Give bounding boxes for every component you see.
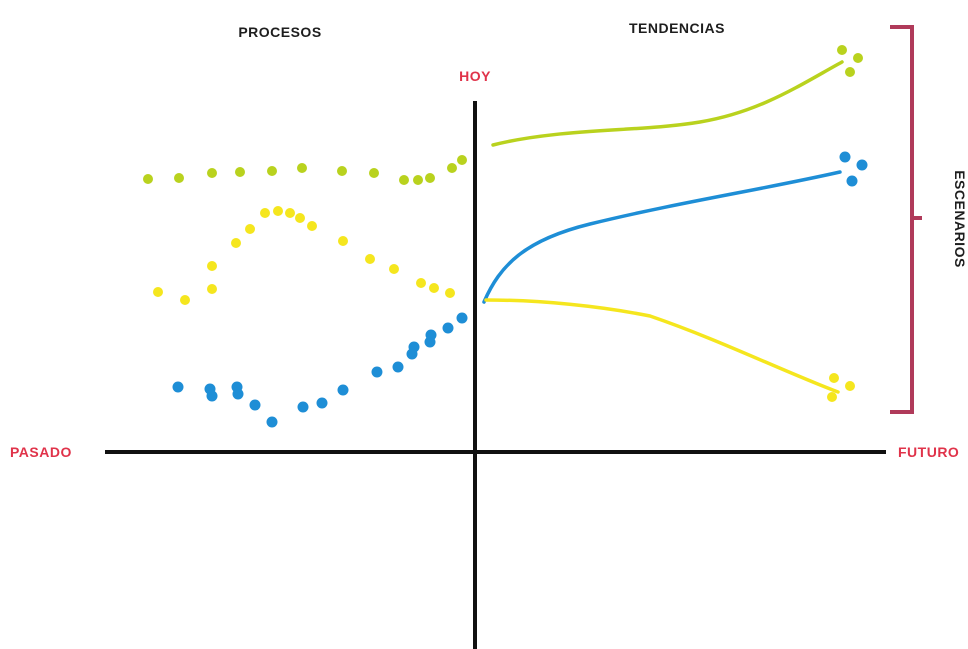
blue-dot	[392, 361, 404, 373]
green-dot	[413, 175, 423, 185]
blue-scenario-dot	[846, 175, 858, 187]
yellow-dot	[207, 261, 217, 271]
blue-dot	[456, 312, 468, 324]
blue-dot	[316, 397, 328, 409]
pasado-label: PASADO	[10, 444, 72, 460]
yellow-scenario-dots	[827, 373, 855, 402]
green-trend-curve	[491, 60, 844, 147]
blue-dot	[408, 341, 420, 353]
green-dot	[297, 163, 307, 173]
yellow-trend-curve	[484, 298, 840, 394]
yellow-dot	[273, 206, 283, 216]
blue-scenario-dot	[856, 159, 868, 171]
yellow-scenario-dot	[827, 392, 837, 402]
blue-dot	[425, 329, 437, 341]
green-dot	[369, 168, 379, 178]
blue-trend-curve	[482, 170, 842, 304]
green-process-dots	[143, 155, 467, 185]
yellow-dot	[338, 236, 348, 246]
green-scenario-dot	[853, 53, 863, 63]
yellow-process-dots	[153, 206, 455, 305]
green-dot	[207, 168, 217, 178]
blue-scenario-dot	[839, 151, 851, 163]
escenarios-label: ESCENARIOS	[952, 170, 968, 268]
yellow-dot	[416, 278, 426, 288]
green-dot	[447, 163, 457, 173]
blue-dot	[266, 416, 278, 428]
green-dot	[267, 166, 277, 176]
blue-dot	[297, 401, 309, 413]
yellow-dot	[260, 208, 270, 218]
yellow-dot	[365, 254, 375, 264]
yellow-dot	[153, 287, 163, 297]
scenarios-bracket	[890, 25, 922, 414]
blue-dot	[206, 390, 218, 402]
green-scenario-dot	[845, 67, 855, 77]
green-dot	[174, 173, 184, 183]
yellow-dot	[295, 213, 305, 223]
blue-dot	[249, 399, 261, 411]
blue-dot	[442, 322, 454, 334]
hoy-label: HOY	[459, 68, 491, 84]
green-scenario-dots	[837, 45, 863, 77]
blue-dot	[172, 381, 184, 393]
yellow-dot	[389, 264, 399, 274]
yellow-dot	[180, 295, 190, 305]
green-dot	[399, 175, 409, 185]
green-dot	[143, 174, 153, 184]
yellow-dot	[207, 284, 217, 294]
blue-dot	[371, 366, 383, 378]
green-dot	[235, 167, 245, 177]
yellow-dot	[245, 224, 255, 234]
blue-scenario-dots	[839, 151, 868, 187]
green-dot	[425, 173, 435, 183]
yellow-dot	[307, 221, 317, 231]
procesos-heading: PROCESOS	[238, 24, 321, 40]
yellow-scenario-dot	[845, 381, 855, 391]
yellow-dot	[231, 238, 241, 248]
blue-dot	[337, 384, 349, 396]
blue-dot	[232, 388, 244, 400]
blue-process-dots	[172, 312, 468, 428]
green-dot	[337, 166, 347, 176]
futuro-label: FUTURO	[898, 444, 959, 460]
yellow-scenario-dot	[829, 373, 839, 383]
yellow-dot	[285, 208, 295, 218]
tendencias-heading: TENDENCIAS	[629, 20, 725, 36]
green-scenario-dot	[837, 45, 847, 55]
yellow-dot	[429, 283, 439, 293]
green-dot	[457, 155, 467, 165]
yellow-dot	[445, 288, 455, 298]
